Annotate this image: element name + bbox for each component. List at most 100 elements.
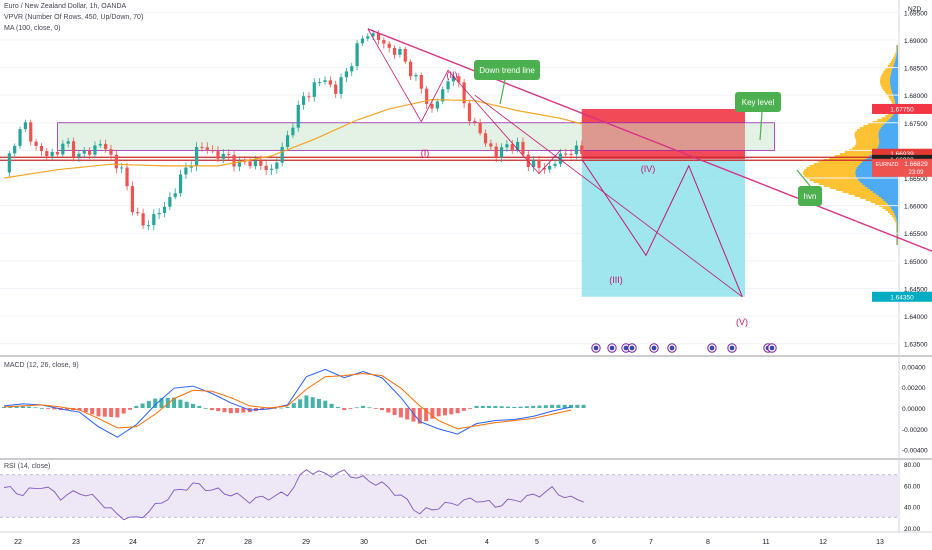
volume-bar-up: [806, 167, 857, 169]
volume-bar-up: [818, 161, 863, 163]
volume-bar-down: [893, 97, 898, 99]
candle-body: [553, 163, 557, 166]
macd-histogram-bar: [279, 407, 284, 409]
candle-body: [157, 212, 161, 215]
volume-bar-up: [892, 59, 896, 61]
volume-bar-up: [844, 151, 875, 153]
macd-histogram-bar: [405, 408, 410, 420]
candle-body: [580, 145, 584, 155]
volume-bar-up: [865, 199, 884, 201]
key-level-zone: [57, 122, 775, 151]
macd-histogram-bar: [52, 408, 57, 410]
volume-bar-up: [809, 179, 859, 181]
ma100-line: [3, 98, 582, 179]
candle-body: [296, 104, 300, 128]
wave-label-3: (III): [609, 275, 623, 285]
rsi-legend[interactable]: RSI (14, close): [4, 463, 51, 470]
candle-body: [264, 165, 268, 170]
price-tick: 1.67500: [904, 121, 928, 128]
price-tick: 1.64500: [904, 286, 928, 293]
vpvr-legend[interactable]: VPVR (Number Of Rows, 450, Up/Down, 70): [4, 14, 144, 21]
volume-bar-up: [839, 153, 872, 155]
volume-bar-up: [875, 203, 888, 205]
ma-legend[interactable]: MA (100, close, 0): [4, 25, 61, 32]
volume-bar-up: [852, 147, 878, 149]
volume-bar-down: [890, 77, 898, 79]
macd-histogram-bar: [543, 405, 548, 408]
volume-bar-down: [893, 211, 898, 213]
price-tick: 1.65500: [904, 231, 928, 238]
volume-bar-up: [896, 233, 898, 235]
macd-histogram-bar: [2, 406, 6, 408]
drawing-lines: [367, 28, 932, 298]
candle-body: [323, 80, 327, 82]
candle-body: [136, 212, 140, 214]
macd-tick: -0.00200: [902, 427, 928, 434]
candle-body: [200, 147, 204, 149]
price-badge-key-bg: [872, 103, 932, 114]
time-axis: 22 23 24 27 28 29 30 Oct 4 5 6 7 8 11 12 13: [14, 539, 884, 546]
volume-bar-down: [867, 187, 898, 189]
macd-histogram-bar: [386, 408, 391, 413]
volume-bar-down: [892, 209, 898, 211]
key-level-pointer: [759, 111, 763, 141]
volume-bar-up: [829, 157, 867, 159]
economic-event-icon-core: [593, 345, 599, 351]
volume-bar-down: [897, 229, 898, 231]
volume-bar-up: [867, 123, 885, 125]
macd-histogram-bar: [474, 405, 479, 408]
volume-bar-down: [878, 145, 898, 147]
candle-body: [125, 167, 129, 187]
volume-bar-down: [897, 227, 898, 229]
volume-bar-down: [879, 129, 898, 131]
volume-bar-up: [842, 191, 873, 193]
macd-histogram-bar: [354, 407, 359, 409]
time-tick: 29: [302, 539, 310, 546]
candle-body: [195, 147, 199, 167]
candle-body: [98, 143, 102, 146]
macd-panel: [2, 368, 586, 438]
macd-legend[interactable]: MACD (12, 26, close, 9): [4, 362, 79, 369]
macd-histogram-bar: [461, 408, 466, 411]
candle-body: [558, 153, 562, 164]
volume-bar-up: [854, 195, 879, 197]
candle-body: [88, 150, 92, 155]
volume-bar-down: [897, 243, 898, 245]
macd-tick: 0.00400: [902, 364, 926, 371]
price-badge-countdown: 23:09: [908, 170, 924, 176]
macd-histogram-bar: [518, 406, 523, 408]
volume-bar-down: [897, 51, 898, 53]
volume-bar-down: [897, 241, 898, 243]
volume-bar-down: [894, 213, 898, 215]
economic-event-icon-core: [609, 345, 615, 351]
macd-histogram-bar: [222, 408, 227, 413]
macd-histogram-bar: [77, 408, 82, 411]
candle-body: [462, 82, 466, 104]
annotation-labels: Down trend line Key level hvn (I) (II) (III) (…: [421, 60, 822, 327]
volume-bar-down: [860, 181, 898, 183]
candle-body: [526, 154, 530, 167]
candle-body: [77, 153, 81, 157]
volume-bar-up: [882, 73, 891, 75]
volume-bar-down: [878, 135, 898, 137]
volume-bar-down: [890, 73, 898, 75]
volume-bar-down: [890, 117, 898, 119]
volume-bar-up: [896, 237, 898, 239]
macd-histogram-bar: [373, 408, 378, 409]
volume-bar-up: [896, 239, 898, 241]
macd-histogram-bar: [128, 408, 132, 410]
volume-bar-up: [889, 97, 894, 99]
candle-body: [328, 80, 332, 85]
volume-bar-down: [872, 191, 898, 193]
price-badge-upper-bg: [872, 148, 932, 158]
volume-bar-up: [896, 229, 898, 231]
volume-bar-up: [856, 141, 880, 143]
volume-bar-up: [809, 165, 859, 167]
macd-histogram-bar: [537, 405, 542, 408]
candle-body: [371, 33, 375, 37]
volume-bar-up: [896, 47, 898, 49]
macd-histogram-bar: [480, 405, 485, 408]
wave-channel: [474, 94, 743, 298]
symbol-legend[interactable]: Euro / New Zealand Dollar, 1h, OANDA: [4, 3, 127, 10]
